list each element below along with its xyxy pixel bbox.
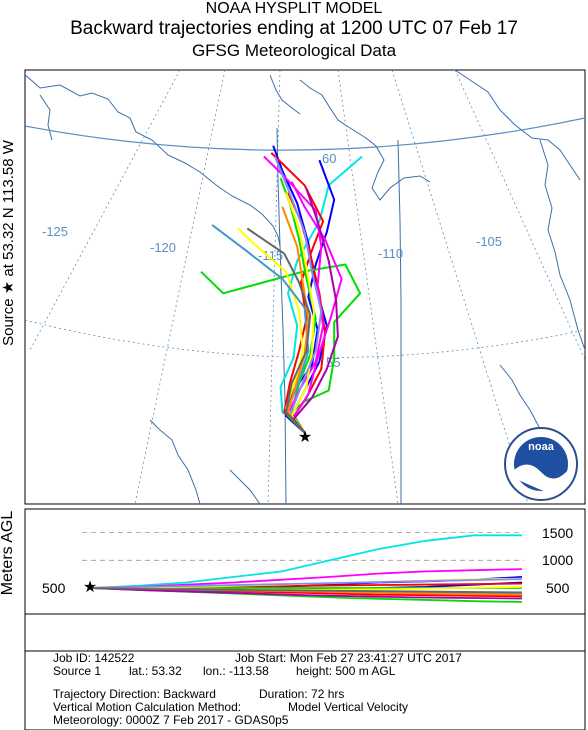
trajectory-line — [274, 156, 323, 434]
source-star-icon: ★ — [298, 429, 312, 446]
trajectory-line — [200, 263, 362, 434]
coastline-north — [299, 79, 431, 201]
source-location-text: Source ★ at 53.32 N 113.58 W — [0, 140, 17, 346]
source-lat: lat.: 53.32 — [129, 664, 182, 678]
vertical-motion-value: Model Vertical Velocity — [288, 700, 409, 714]
nw-coast — [39, 94, 53, 141]
trajectory-line — [292, 188, 339, 434]
vertical-motion-method: Vertical Motion Calculation Method: — [53, 700, 242, 714]
model-title: NOAA HYSPLIT MODEL — [205, 0, 383, 17]
lower-boundary-2 — [229, 469, 261, 504]
parallel-60 — [25, 117, 585, 151]
boundary-bc-alberta — [25, 73, 281, 247]
meridian--105 — [391, 70, 529, 504]
lower-boundary — [149, 419, 201, 504]
lon-label--105: -105 — [476, 234, 502, 249]
height-profiles — [89, 534, 523, 603]
lon-label--110: -110 — [378, 246, 403, 261]
info-box — [24, 613, 586, 730]
height-gridlines — [82, 532, 524, 561]
trajectory-direction: Trajectory Direction: Backward — [53, 687, 216, 701]
meridian--110 — [337, 70, 399, 504]
job-id: Job ID: 142522 — [53, 651, 135, 665]
coastline-west — [269, 74, 301, 115]
trajectory-line — [246, 227, 312, 434]
lat-label-60: 60 — [322, 151, 336, 166]
job-info: Job ID: 142522 Job Start: Mon Feb 27 23:… — [26, 645, 584, 730]
noaa-logo-text: noaa — [528, 441, 555, 453]
noaa-logo: noaa — [504, 427, 578, 501]
source-height: height: 500 m AGL — [296, 664, 396, 678]
height-tick-right-1000: 1000 — [542, 552, 573, 568]
source-lon: lon.: -113.58 — [203, 664, 269, 678]
source-number: Source 1 — [53, 664, 102, 678]
hudson-shore — [539, 139, 585, 351]
meteorology-title: GFSG Meteorological Data — [191, 41, 397, 60]
boundary-alberta-sask — [397, 139, 402, 504]
job-start: Job Start: Mon Feb 27 23:41:27 UTC 2017 — [235, 651, 462, 665]
height-tick-left-500: 500 — [42, 580, 66, 596]
trajectory-line — [290, 181, 343, 434]
trajectory-line — [281, 206, 310, 434]
trajectory-line — [279, 155, 363, 434]
height-profile-line — [89, 578, 523, 589]
meridian--120 — [134, 70, 226, 504]
height-tick-right-1500: 1500 — [542, 525, 573, 541]
height-tick-right-500: 500 — [546, 580, 570, 596]
trajectory-title: Backward trajectories ending at 1200 UTC… — [70, 18, 518, 39]
trajectory-duration: Duration: 72 hrs — [259, 687, 345, 701]
trajectory-lines — [200, 145, 363, 434]
meridian--115 — [267, 70, 281, 504]
lon-label--120: -120 — [150, 240, 176, 255]
trajectory-line — [285, 192, 315, 434]
lon-label--125: -125 — [42, 224, 68, 239]
height-profile-line — [89, 587, 523, 600]
height-origin-star-icon: ★ — [83, 579, 97, 596]
lake-outline — [454, 70, 581, 181]
height-profile-line — [89, 534, 522, 589]
trajectory-line — [270, 152, 325, 434]
meteorology-source: Meteorology: 0000Z 7 Feb 2017 - GDAS0p5 — [53, 713, 289, 727]
height-axis-text: Meters AGL — [0, 510, 16, 596]
height-profile-line — [89, 587, 523, 594]
